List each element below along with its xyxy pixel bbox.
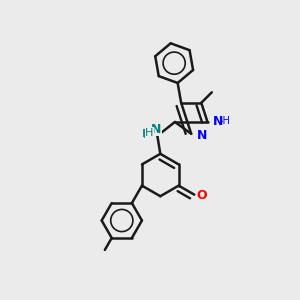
Text: O: O [196,189,207,202]
Text: N: N [142,128,153,141]
Text: H: H [142,129,150,139]
Text: -H: -H [220,116,231,126]
Text: N: N [196,129,207,142]
Text: H: H [145,128,154,138]
Text: N: N [213,116,223,128]
Text: N: N [151,123,161,136]
